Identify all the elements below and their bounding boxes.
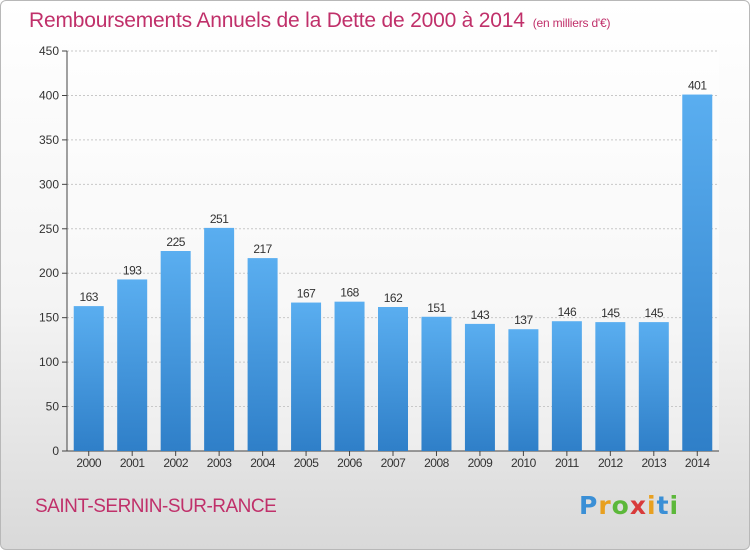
bar-2000	[73, 306, 104, 451]
place-name: SAINT-SERNIN-SUR-RANCE	[35, 496, 277, 517]
bar-2008	[421, 316, 452, 451]
bar-2014	[682, 94, 713, 452]
bar-value-label: 163	[79, 290, 98, 304]
bar-2011	[551, 321, 582, 451]
logo-letter: P	[579, 491, 599, 520]
logo-letter: i	[647, 491, 657, 520]
x-tick-label: 2004	[250, 456, 276, 470]
bar-value-label: 146	[558, 305, 577, 319]
y-tick-label: 0	[52, 444, 59, 458]
logo-letter: r	[598, 491, 612, 520]
bar-2009	[464, 323, 495, 451]
bar-value-label: 137	[514, 313, 533, 327]
bar-2007	[378, 307, 408, 451]
logo-letter: x	[629, 491, 647, 520]
y-tick-label: 100	[39, 355, 59, 369]
logo-letter: o	[611, 491, 630, 520]
bar-value-label: 251	[210, 212, 229, 226]
x-tick-label: 2000	[76, 456, 102, 470]
x-tick-label: 2008	[424, 456, 450, 470]
y-tick-label: 150	[39, 311, 59, 325]
x-tick-label: 2003	[207, 456, 233, 470]
x-tick-label: 2012	[598, 456, 624, 470]
x-tick-label: 2011	[555, 456, 580, 470]
logo-letter: t	[656, 491, 670, 520]
bar-value-label: 145	[601, 306, 620, 320]
y-tick-label: 300	[39, 177, 59, 191]
y-tick-label: 450	[39, 44, 59, 58]
bar-value-label: 167	[297, 287, 316, 301]
bar-value-label: 151	[427, 301, 446, 315]
y-tick-label: 350	[39, 133, 59, 147]
labels: 0 50 100 150 200 250 300 350 400 450 163 2000 193 200…	[39, 44, 711, 470]
x-tick-label: 2007	[381, 456, 407, 470]
bar-value-label: 401	[688, 79, 707, 93]
bar-2003	[204, 227, 235, 451]
bar-value-label: 162	[384, 291, 403, 305]
logo-letter: i	[669, 491, 680, 520]
x-tick-label: 2014	[685, 456, 711, 470]
chart-title-text: Remboursements Annuels de la Dette de 20…	[29, 9, 525, 32]
y-tick-label: 400	[39, 88, 59, 102]
x-tick-label: 2002	[163, 456, 189, 470]
bars	[73, 94, 713, 452]
bar-value-label: 193	[123, 263, 142, 277]
chart-title: Remboursements Annuels de la Dette de 20…	[29, 9, 610, 33]
x-tick-label: 2009	[468, 456, 494, 470]
chart-unit: (en milliers d'€)	[532, 16, 611, 30]
y-tick-label: 250	[39, 222, 59, 236]
bar-value-label: 145	[645, 306, 664, 320]
bar-value-label: 225	[166, 235, 185, 249]
proxiti-logo[interactable]: Proxiti	[579, 491, 679, 520]
bar-value-label: 143	[471, 308, 490, 322]
bar-value-label: 168	[340, 286, 359, 300]
bar-2013	[638, 322, 669, 451]
x-tick-label: 2001	[120, 456, 146, 470]
bar-2006	[334, 301, 365, 451]
y-tick-label: 50	[46, 400, 60, 414]
x-tick-label: 2013	[641, 456, 667, 470]
bar-2012	[595, 322, 626, 451]
x-tick-label: 2006	[337, 456, 363, 470]
bar-value-label: 217	[253, 242, 272, 256]
bar-2001	[117, 279, 148, 451]
bar-2004	[247, 258, 278, 451]
x-tick-label: 2005	[294, 456, 320, 470]
bar-2002	[160, 251, 191, 451]
bar-2010	[508, 329, 539, 451]
x-tick-label: 2010	[511, 456, 537, 470]
y-tick-label: 200	[39, 266, 59, 280]
bar-2005	[291, 302, 322, 451]
